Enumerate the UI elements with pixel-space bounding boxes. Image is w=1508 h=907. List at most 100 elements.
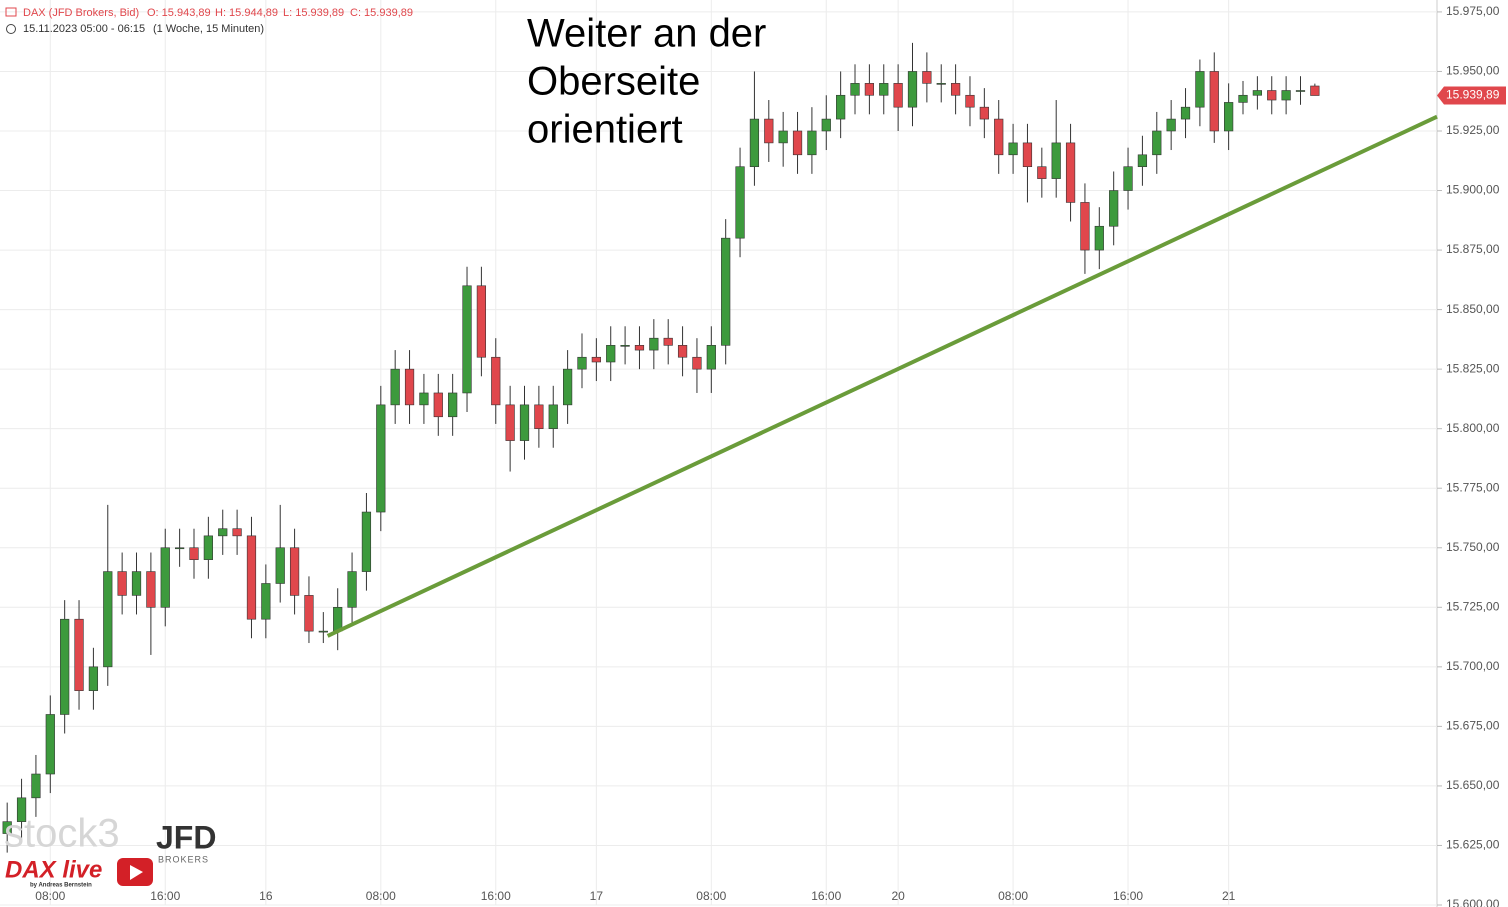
candle-body	[491, 356, 501, 406]
candle-body	[1224, 102, 1234, 132]
candle-body	[893, 83, 903, 108]
y-tick-label: 15.600,00	[1446, 897, 1500, 907]
y-tick-label: 15.925,00	[1446, 123, 1500, 137]
candle-body	[1310, 85, 1320, 96]
candle-body	[203, 535, 213, 560]
last-price-box	[1437, 86, 1506, 105]
x-tick-label: 21	[1222, 889, 1236, 903]
candle-body	[534, 404, 544, 429]
candle-body	[563, 368, 573, 406]
y-tick-label: 15.975,00	[1446, 4, 1500, 18]
candle-body	[1051, 142, 1061, 179]
candle-body	[663, 337, 673, 346]
candle-body	[821, 118, 831, 132]
candle-body	[706, 345, 716, 370]
x-tick-label: 16	[259, 889, 273, 903]
candle-body	[1065, 142, 1076, 203]
x-tick-label: 08:00	[998, 889, 1028, 903]
candle-body	[390, 368, 400, 406]
candle-body	[2, 821, 12, 834]
candle-body	[1238, 94, 1248, 103]
candle-body	[218, 528, 228, 537]
play-triangle	[130, 865, 143, 880]
candle-body	[1094, 225, 1104, 251]
candle-body	[189, 547, 199, 560]
interval: (1 Woche, 15 Minuten)	[153, 23, 264, 35]
y-tick-label: 15.850,00	[1446, 302, 1500, 316]
candle-body	[1152, 130, 1162, 156]
candle-body	[879, 83, 889, 96]
brand: stock3	[4, 812, 120, 856]
candle-body	[74, 618, 84, 691]
candle-body	[807, 130, 817, 156]
candle-body	[606, 345, 616, 363]
candle-body	[936, 83, 946, 85]
ohlc-close: C: 15.939,89	[350, 7, 413, 19]
candle-body	[1195, 71, 1205, 108]
candle-body	[764, 118, 774, 144]
candle-body	[620, 345, 630, 347]
candle-body	[31, 773, 41, 799]
candle-body	[677, 345, 688, 358]
candle-body	[1080, 202, 1090, 251]
candle-body	[519, 404, 530, 441]
candle-body	[318, 630, 328, 633]
y-tick-label: 15.700,00	[1446, 659, 1500, 673]
y-tick-label: 15.750,00	[1446, 540, 1500, 554]
candle-body	[476, 285, 487, 358]
candle-body	[146, 571, 156, 608]
candle-body	[261, 583, 271, 620]
y-tick-label: 15.875,00	[1446, 242, 1500, 256]
candle-body	[1037, 166, 1047, 179]
ohlc-open: O: 15.943,89	[147, 7, 211, 19]
x-tick-label: 16:00	[481, 889, 511, 903]
candle-body	[692, 356, 702, 370]
candle-body	[1180, 106, 1191, 120]
candle-body	[505, 404, 515, 441]
candle-body	[634, 345, 645, 351]
broker: JFD	[156, 819, 216, 855]
y-tick-label: 15.675,00	[1446, 719, 1500, 733]
period: 15.11.2023 05:00 - 06:15	[23, 23, 145, 35]
candle-body	[778, 130, 788, 144]
annotation-line: Weiter an der	[527, 12, 766, 56]
watermark: stock3 JFD BROKERS DAX live by Andreas B…	[4, 812, 216, 889]
x-tick-label: 16:00	[811, 889, 841, 903]
candle-body	[864, 83, 874, 96]
show: DAX live	[5, 856, 102, 883]
trend-line	[326, 114, 1438, 638]
author: by Andreas Bernstein	[30, 883, 92, 889]
x-tick-label: 20	[891, 889, 905, 903]
x-tick-label: 16:00	[1113, 889, 1143, 903]
clock-icon	[6, 24, 16, 34]
candle-body	[103, 571, 113, 668]
candle-body	[792, 130, 803, 156]
candle-body	[333, 607, 343, 632]
candle-body	[965, 94, 975, 108]
candle-body	[649, 337, 659, 351]
y-tick-label: 15.800,00	[1446, 421, 1500, 435]
candle-body	[1166, 118, 1176, 132]
x-tick-label: 17	[590, 889, 604, 903]
candle-body	[289, 547, 300, 596]
candle-body	[1267, 90, 1277, 101]
y-tick-label: 15.650,00	[1446, 778, 1500, 792]
candle-body	[304, 595, 314, 632]
candle-body	[749, 118, 760, 168]
ohlc-high: H: 15.944,89	[215, 7, 278, 19]
candle-body	[1281, 90, 1291, 101]
candle-body	[347, 571, 357, 608]
candle-body	[433, 392, 443, 418]
x-tick-label: 16:00	[150, 889, 180, 903]
candle-body	[922, 71, 932, 84]
candle-body	[246, 535, 257, 620]
annotation-line: Oberseite	[527, 60, 700, 104]
candle-body	[907, 71, 918, 108]
candle-body	[1295, 90, 1306, 92]
candle-body	[448, 392, 458, 418]
candle-body	[160, 547, 170, 608]
y-tick-label: 15.825,00	[1446, 361, 1500, 375]
candle-body	[60, 618, 70, 715]
ohlc-low: L: 15.939,89	[283, 7, 344, 19]
